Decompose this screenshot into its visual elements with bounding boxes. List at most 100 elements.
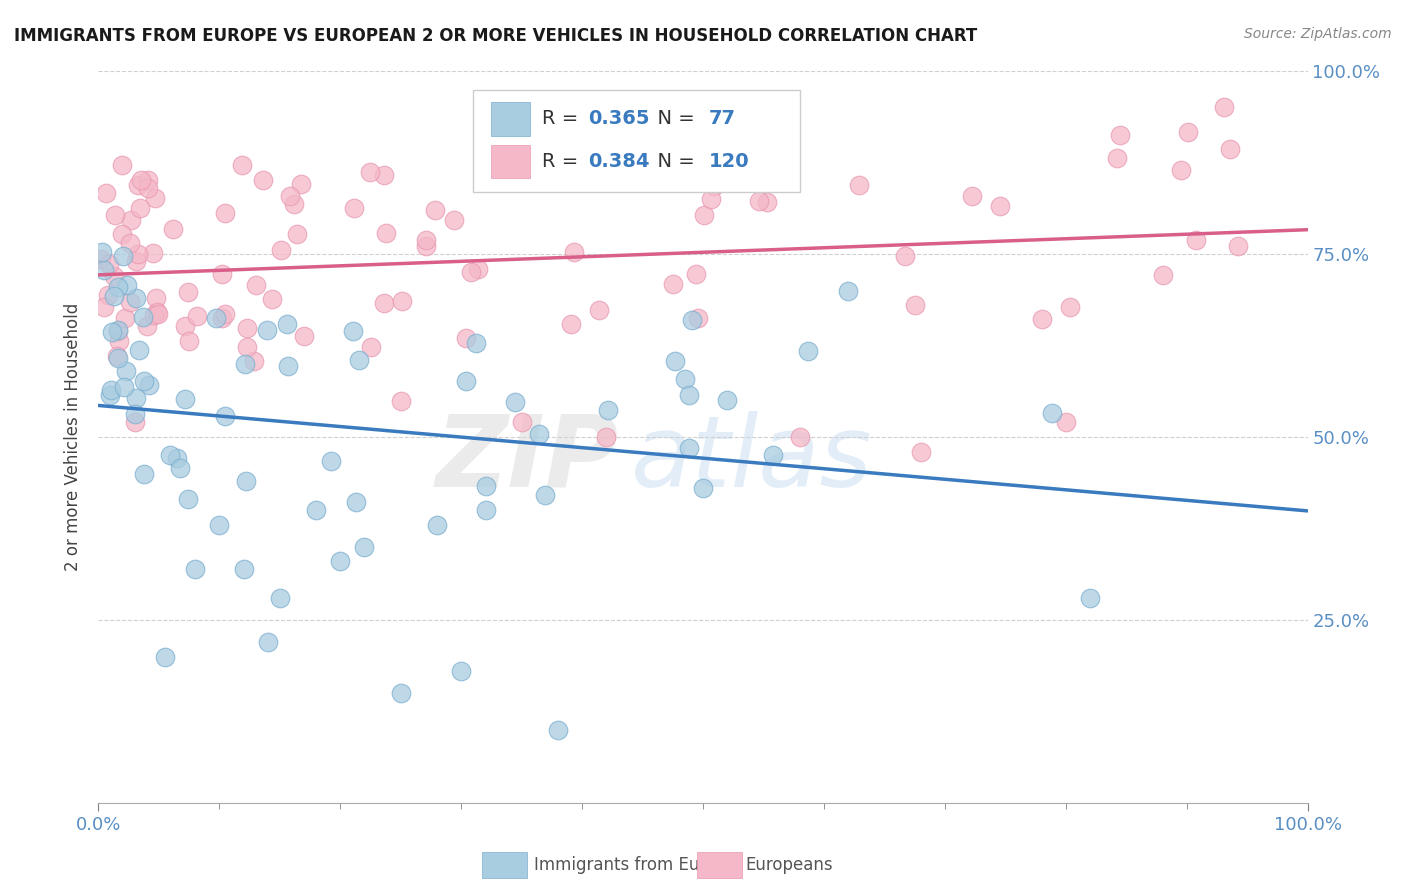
Point bbox=[169, 461, 191, 475]
Point bbox=[211, 267, 233, 281]
Point bbox=[560, 317, 582, 331]
Text: N =: N = bbox=[645, 152, 702, 171]
Text: N =: N = bbox=[645, 110, 702, 128]
Point bbox=[389, 393, 412, 408]
Point bbox=[1213, 100, 1236, 114]
Point bbox=[1177, 125, 1199, 139]
Point bbox=[208, 517, 231, 532]
Point bbox=[685, 268, 707, 282]
Point bbox=[391, 293, 413, 308]
Point bbox=[426, 517, 449, 532]
Point bbox=[91, 245, 114, 260]
Point bbox=[242, 353, 264, 368]
Point bbox=[134, 375, 156, 389]
Point bbox=[166, 451, 188, 466]
Point bbox=[129, 173, 152, 187]
Point bbox=[256, 635, 278, 649]
FancyBboxPatch shape bbox=[492, 145, 530, 178]
Point bbox=[136, 180, 159, 194]
Point bbox=[98, 257, 121, 271]
Point bbox=[988, 199, 1011, 213]
Point bbox=[138, 378, 160, 392]
Point bbox=[184, 562, 207, 576]
Point bbox=[748, 194, 770, 209]
Point bbox=[232, 562, 254, 576]
Text: 120: 120 bbox=[709, 152, 749, 171]
Point bbox=[174, 392, 197, 406]
Point bbox=[235, 475, 257, 489]
Y-axis label: 2 or more Vehicles in Household: 2 or more Vehicles in Household bbox=[65, 303, 83, 571]
Point bbox=[245, 277, 267, 292]
Point bbox=[343, 201, 366, 215]
Point bbox=[162, 221, 184, 235]
Point bbox=[211, 310, 233, 325]
Point bbox=[1040, 407, 1063, 421]
Point bbox=[960, 189, 983, 203]
Point bbox=[1059, 300, 1081, 314]
Point bbox=[252, 173, 274, 187]
Point bbox=[292, 328, 315, 343]
Point bbox=[664, 354, 686, 368]
Point bbox=[145, 291, 167, 305]
Point bbox=[755, 195, 778, 210]
Point bbox=[1109, 128, 1132, 143]
Point bbox=[124, 416, 146, 430]
Point bbox=[329, 554, 352, 568]
Point bbox=[173, 318, 195, 333]
Point bbox=[716, 392, 738, 407]
Point bbox=[125, 291, 148, 305]
Point bbox=[359, 165, 381, 179]
Point bbox=[837, 285, 859, 299]
Point bbox=[342, 324, 364, 338]
Point bbox=[595, 430, 617, 444]
Point bbox=[344, 495, 367, 509]
Point bbox=[128, 343, 150, 358]
Point bbox=[1227, 239, 1250, 253]
Text: ZIP: ZIP bbox=[436, 410, 619, 508]
Point bbox=[111, 158, 134, 172]
Point bbox=[233, 357, 256, 371]
Point bbox=[700, 192, 723, 206]
Point bbox=[145, 305, 167, 319]
Point bbox=[132, 310, 155, 325]
Point bbox=[1031, 311, 1053, 326]
Point bbox=[270, 244, 292, 258]
Text: R =: R = bbox=[543, 152, 585, 171]
Point bbox=[98, 388, 121, 402]
Text: 77: 77 bbox=[709, 110, 737, 128]
Point bbox=[1170, 163, 1192, 178]
Point bbox=[107, 323, 129, 337]
Point bbox=[214, 409, 236, 423]
Point bbox=[662, 277, 685, 291]
Point bbox=[450, 664, 472, 678]
Point bbox=[321, 453, 343, 467]
Point bbox=[425, 202, 447, 217]
Point bbox=[214, 307, 236, 321]
Text: IMMIGRANTS FROM EUROPE VS EUROPEAN 2 OR MORE VEHICLES IN HOUSEHOLD CORRELATION C: IMMIGRANTS FROM EUROPE VS EUROPEAN 2 OR … bbox=[14, 27, 977, 45]
Point bbox=[285, 227, 308, 242]
Point bbox=[276, 318, 298, 332]
Point bbox=[1054, 416, 1077, 430]
Point bbox=[262, 293, 284, 307]
Point bbox=[128, 201, 150, 215]
Point bbox=[125, 391, 148, 405]
Point bbox=[347, 352, 370, 367]
Point bbox=[703, 179, 725, 194]
Point bbox=[904, 298, 927, 312]
Point bbox=[283, 197, 305, 211]
Point bbox=[97, 287, 120, 301]
Point bbox=[142, 308, 165, 322]
Point bbox=[797, 343, 820, 358]
Point bbox=[214, 206, 236, 220]
Point bbox=[762, 448, 785, 462]
Point bbox=[588, 302, 610, 317]
Point bbox=[692, 481, 714, 495]
Point bbox=[142, 246, 165, 260]
Point bbox=[547, 723, 569, 737]
Point bbox=[894, 250, 917, 264]
Point bbox=[467, 261, 489, 276]
Point bbox=[527, 427, 550, 442]
Point bbox=[146, 307, 169, 321]
Point bbox=[153, 649, 176, 664]
Point bbox=[107, 324, 129, 338]
